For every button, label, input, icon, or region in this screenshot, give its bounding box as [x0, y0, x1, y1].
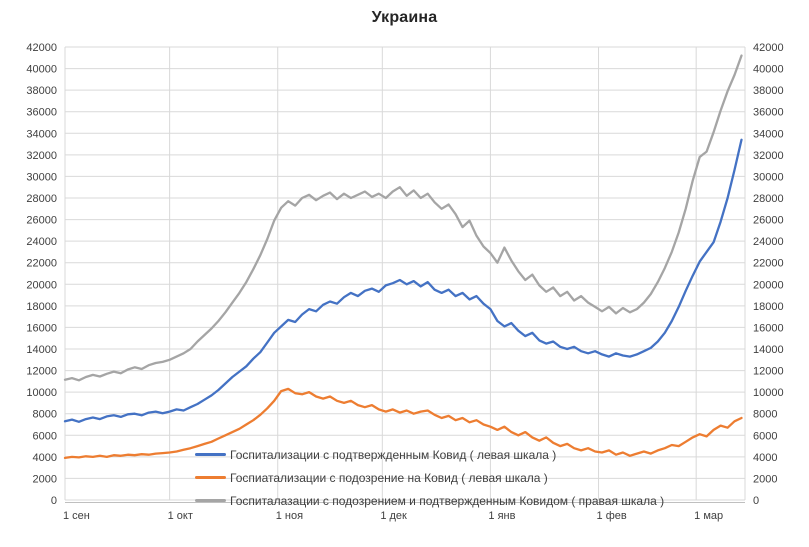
x-axis-tick-label: 1 янв — [488, 510, 515, 522]
y-axis-tick-label-left: 28000 — [26, 193, 57, 205]
y-axis-tick-label-left: 38000 — [26, 85, 57, 97]
y-axis-tick-label-left: 20000 — [26, 279, 57, 291]
y-axis-tick-label-right: 30000 — [753, 171, 784, 183]
y-axis-tick-label-left: 34000 — [26, 128, 57, 140]
y-axis-tick-label-left: 26000 — [26, 215, 57, 227]
legend: Госпитализации с подтвержденным Ковид ( … — [195, 443, 664, 512]
x-axis-tick-label: 1 окт — [168, 510, 193, 522]
y-axis-tick-label-right: 10000 — [753, 387, 784, 399]
y-axis-tick-label-left: 10000 — [26, 387, 57, 399]
y-axis-tick-label-left: 42000 — [26, 42, 57, 54]
chart-title: Украина — [371, 9, 438, 26]
y-axis-tick-label-left: 8000 — [33, 409, 57, 421]
legend-item-total: Госпиталазации с подозрением и подтвержд… — [195, 489, 664, 512]
y-axis-tick-label-left: 36000 — [26, 107, 57, 119]
legend-item-confirmed: Госпитализации с подтвержденным Ковид ( … — [195, 443, 664, 466]
x-axis-tick-label: 1 сен — [63, 510, 90, 522]
y-axis-tick-label-left: 4000 — [33, 452, 57, 464]
line-confirmed — [63, 138, 743, 423]
y-axis-tick-label-right: 20000 — [753, 279, 784, 291]
y-axis-tick-label-right: 28000 — [753, 193, 784, 205]
y-axis-tick-label-left: 6000 — [33, 430, 57, 442]
y-axis-tick-label-right: 22000 — [753, 258, 784, 270]
y-axis-tick-label-right: 16000 — [753, 322, 784, 334]
y-axis-tick-label-right: 4000 — [753, 452, 777, 464]
y-axis-tick-label-left: 32000 — [26, 150, 57, 162]
y-axis-tick-label-left: 18000 — [26, 301, 57, 313]
y-axis-tick-label-right: 8000 — [753, 409, 777, 421]
y-axis-tick-label-right: 42000 — [753, 42, 784, 54]
x-axis-tick-label: 1 дек — [380, 510, 407, 522]
legend-swatch-suspected — [195, 476, 226, 479]
y-axis-tick-label-left: 12000 — [26, 366, 57, 378]
x-axis-tick-label: 1 фев — [597, 510, 627, 522]
legend-label-total: Госпиталазации с подозрением и подтвержд… — [230, 493, 665, 508]
y-axis-tick-label-right: 40000 — [753, 64, 784, 76]
y-axis-tick-label-left: 14000 — [26, 344, 57, 356]
y-axis-tick-label-left: 22000 — [26, 258, 57, 270]
y-axis-tick-label-left: 24000 — [26, 236, 57, 248]
y-axis-tick-label-right: 12000 — [753, 366, 784, 378]
y-axis-tick-label-right: 0 — [753, 495, 759, 507]
x-axis-tick-label: 1 ноя — [276, 510, 303, 522]
y-axis-tick-label-right: 34000 — [753, 128, 784, 140]
y-axis-tick-label-right: 18000 — [753, 301, 784, 313]
y-axis-tick-label-right: 14000 — [753, 344, 784, 356]
y-axis-tick-label-right: 6000 — [753, 430, 777, 442]
line-suspected — [63, 387, 743, 460]
y-axis-tick-label-right: 32000 — [753, 150, 784, 162]
y-axis-tick-label-right: 36000 — [753, 107, 784, 119]
legend-item-suspected: Госпиатализации с подозрение на Ковид ( … — [195, 466, 664, 489]
legend-swatch-total — [195, 499, 226, 502]
y-axis-tick-label-left: 16000 — [26, 322, 57, 334]
x-axis-tick-label: 1 мар — [694, 510, 723, 522]
y-axis-tick-label-left: 2000 — [33, 473, 57, 485]
legend-label-suspected: Госпиатализации с подозрение на Ковид ( … — [230, 470, 548, 485]
line-total — [63, 54, 743, 382]
y-axis-tick-label-right: 2000 — [753, 473, 777, 485]
y-axis-tick-label-left: 40000 — [26, 64, 57, 76]
y-axis-tick-label-right: 24000 — [753, 236, 784, 248]
y-axis-tick-label-left: 30000 — [26, 171, 57, 183]
y-axis-tick-label-right: 26000 — [753, 215, 784, 227]
legend-label-confirmed: Госпитализации с подтвержденным Ковид ( … — [230, 447, 557, 462]
legend-swatch-confirmed — [195, 453, 226, 456]
y-axis-tick-label-left: 0 — [51, 495, 57, 507]
y-axis-tick-label-right: 38000 — [753, 85, 784, 97]
